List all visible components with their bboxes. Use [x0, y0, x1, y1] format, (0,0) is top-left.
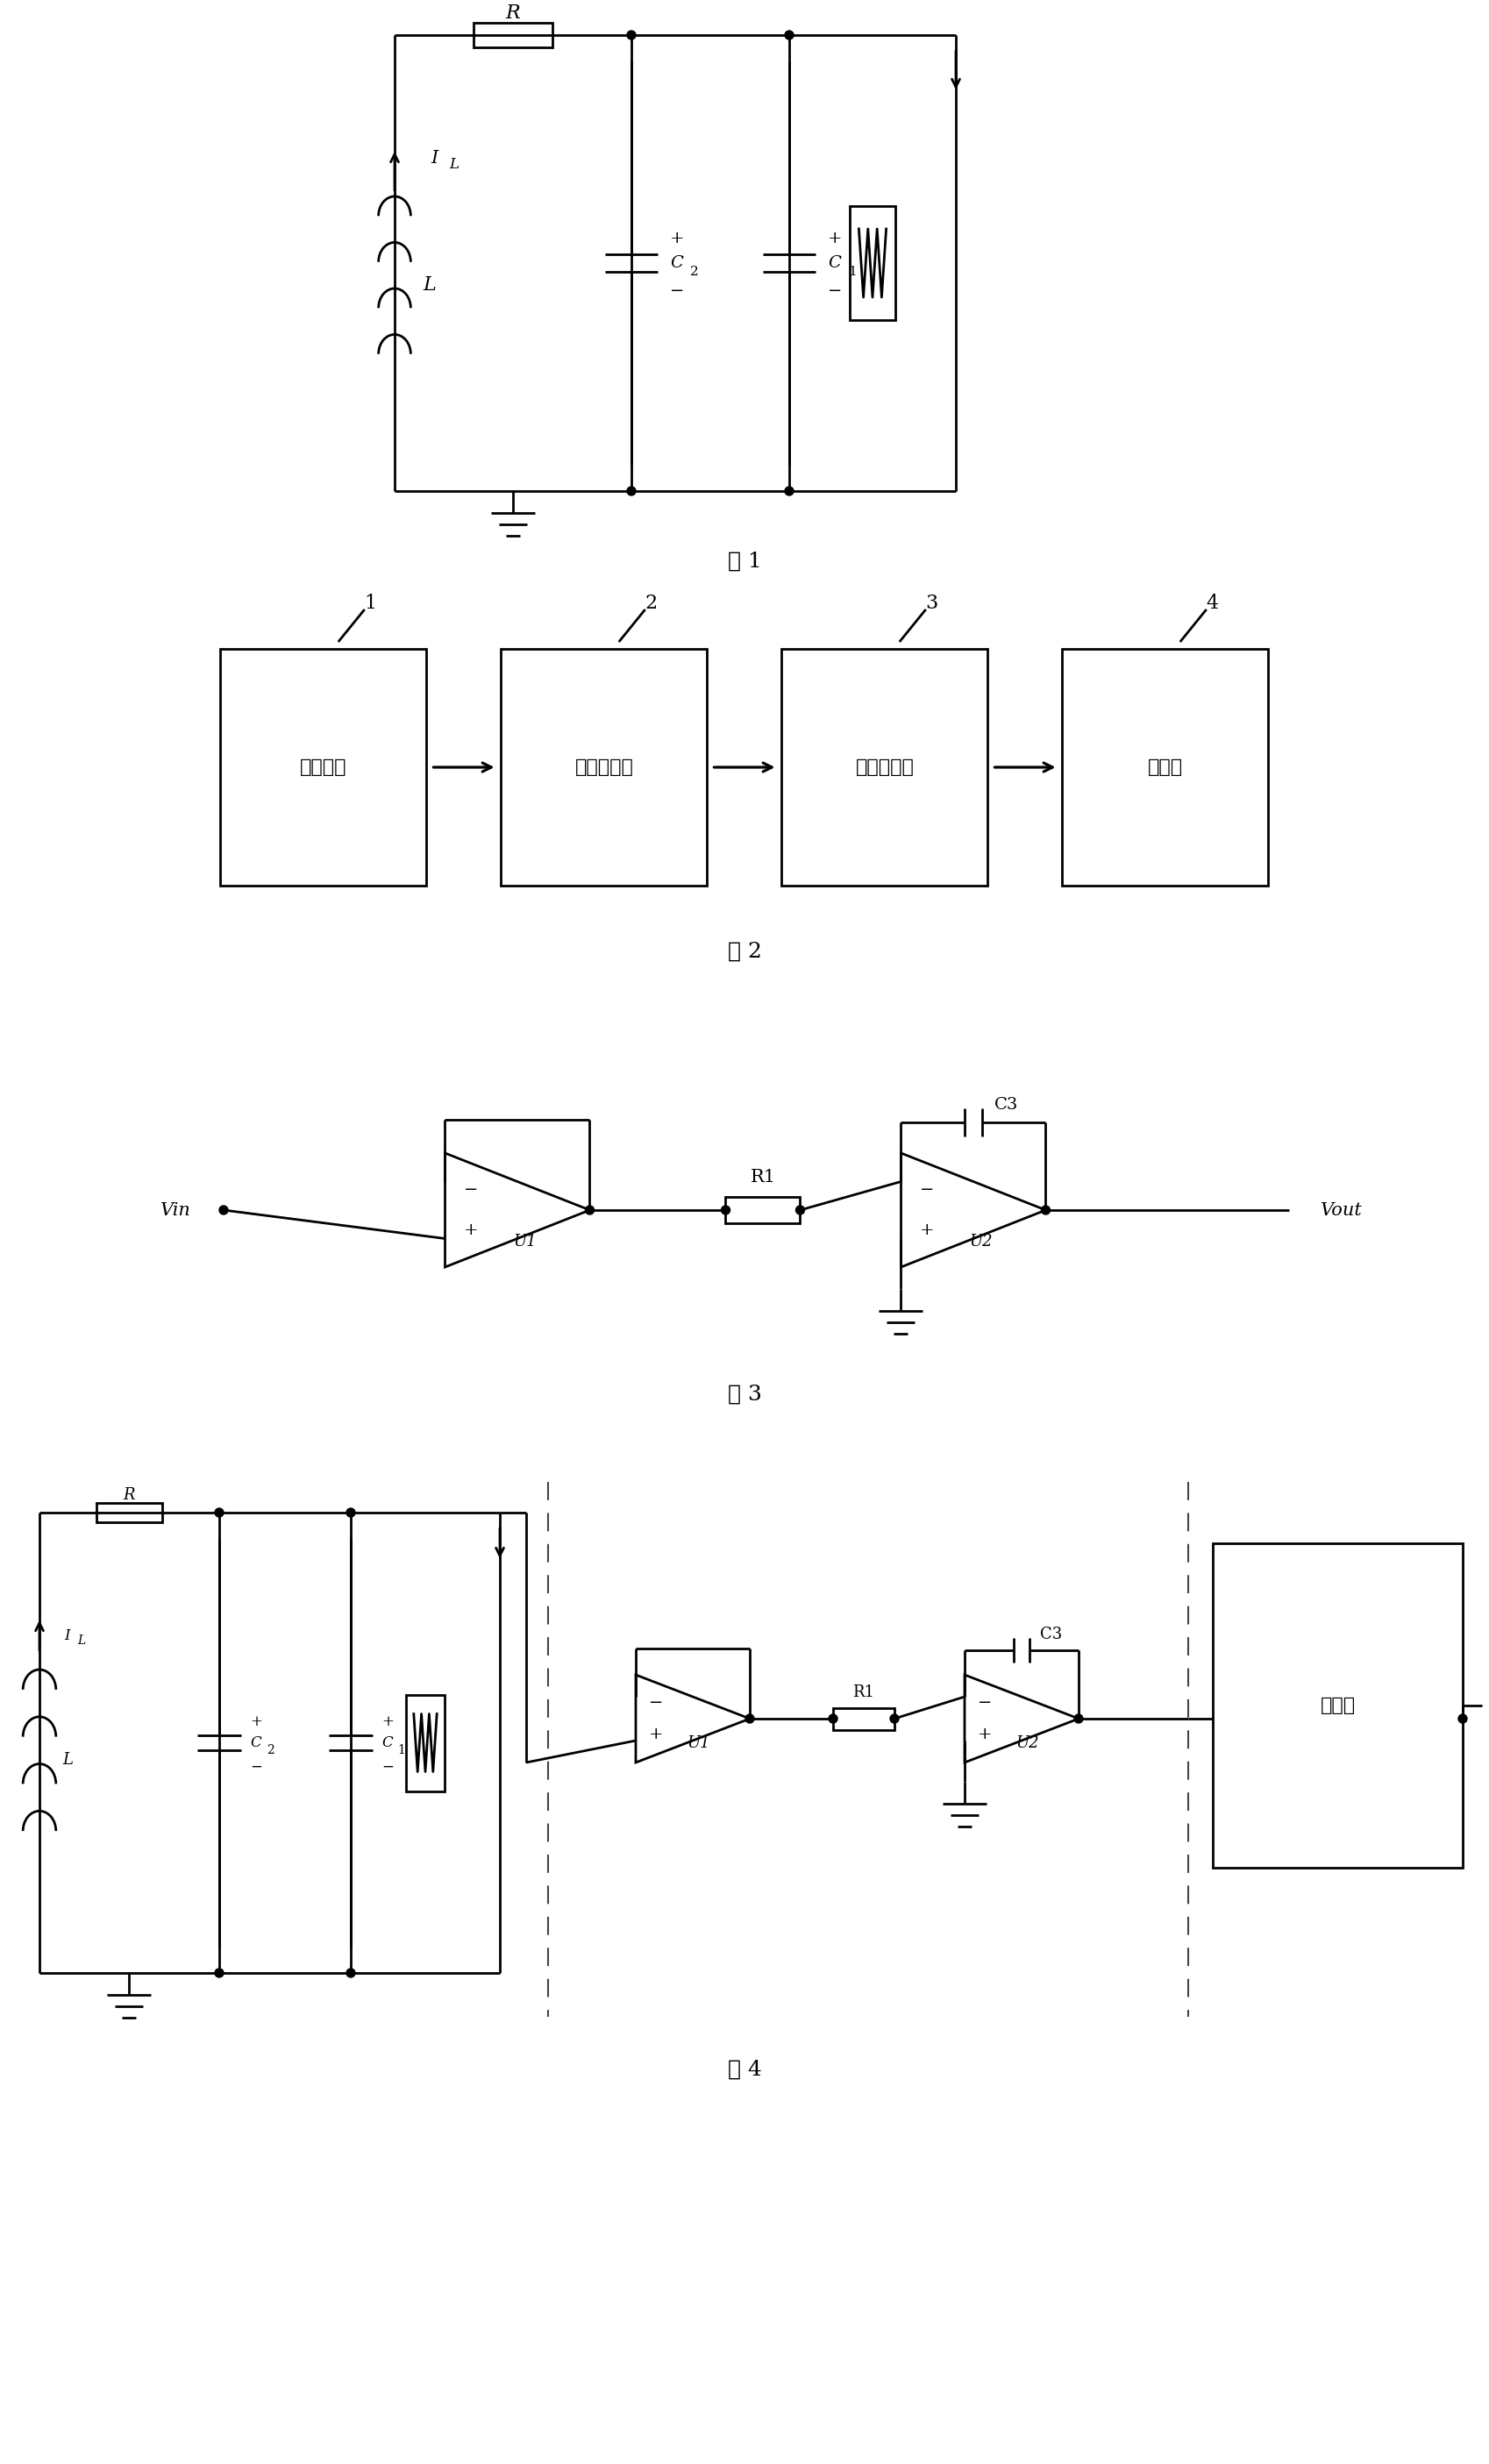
Text: 示波器: 示波器 — [1148, 756, 1184, 776]
Text: +: + — [978, 1727, 992, 1742]
Text: −: − — [465, 1183, 478, 1198]
Text: +: + — [828, 232, 843, 246]
Text: +: + — [670, 232, 685, 246]
Bar — [850, 207, 895, 320]
Text: L: L — [63, 1752, 73, 1769]
Text: C: C — [670, 256, 683, 271]
Bar — [725, 1198, 800, 1222]
Text: 图 2: 图 2 — [728, 941, 761, 961]
Circle shape — [585, 1205, 594, 1215]
Text: C3: C3 — [995, 1096, 1018, 1114]
Circle shape — [1074, 1715, 1083, 1722]
Text: Vin: Vin — [161, 1202, 191, 1217]
Text: +: + — [381, 1715, 393, 1730]
Circle shape — [785, 30, 794, 39]
Text: −: − — [381, 1759, 393, 1774]
Circle shape — [785, 488, 794, 495]
Text: R: R — [506, 2, 520, 22]
Text: U2: U2 — [969, 1234, 992, 1249]
Bar — [406, 1695, 445, 1791]
Text: +: + — [649, 1727, 664, 1742]
Text: −: − — [649, 1695, 664, 1710]
Circle shape — [890, 1715, 899, 1722]
Text: 1: 1 — [398, 1745, 405, 1757]
Text: 1: 1 — [365, 594, 377, 614]
Text: +: + — [465, 1222, 478, 1239]
Text: Vout: Vout — [1321, 1202, 1362, 1217]
Circle shape — [1041, 1205, 1050, 1215]
Circle shape — [219, 1205, 228, 1215]
Text: −: − — [828, 283, 841, 298]
Text: −: − — [978, 1695, 992, 1710]
Bar — [1212, 1542, 1462, 1868]
Circle shape — [627, 30, 636, 39]
Bar — [1062, 648, 1269, 885]
Text: 示波器: 示波器 — [1321, 1695, 1355, 1715]
Text: C3: C3 — [1041, 1626, 1063, 1643]
Text: 4: 4 — [1206, 594, 1218, 614]
Text: U1: U1 — [512, 1234, 536, 1249]
Text: R1: R1 — [750, 1168, 776, 1185]
Circle shape — [347, 1508, 356, 1518]
Circle shape — [746, 1715, 753, 1722]
Bar — [832, 1708, 895, 1730]
Text: 2: 2 — [645, 594, 658, 614]
Text: +: + — [250, 1715, 262, 1730]
Bar — [220, 648, 427, 885]
Text: C: C — [383, 1735, 393, 1749]
Circle shape — [214, 1969, 223, 1976]
Text: L: L — [423, 276, 436, 296]
Text: 2: 2 — [691, 266, 698, 278]
Text: 反向积分器: 反向积分器 — [856, 756, 914, 776]
Circle shape — [347, 1969, 356, 1976]
Text: R1: R1 — [853, 1685, 874, 1700]
Text: 图 3: 图 3 — [728, 1385, 761, 1404]
Text: −: − — [250, 1759, 262, 1774]
Text: L: L — [450, 158, 459, 172]
Text: 3: 3 — [926, 594, 938, 614]
Bar — [474, 22, 552, 47]
Bar — [502, 648, 707, 885]
Text: C: C — [828, 256, 841, 271]
Text: I: I — [64, 1629, 70, 1643]
Text: −: − — [920, 1183, 934, 1198]
Circle shape — [1458, 1715, 1467, 1722]
Circle shape — [795, 1205, 804, 1215]
Text: −: − — [670, 283, 683, 298]
Text: R: R — [124, 1488, 135, 1503]
Text: 2: 2 — [267, 1745, 274, 1757]
Text: 1: 1 — [849, 266, 856, 278]
Text: L: L — [77, 1634, 85, 1646]
Bar — [97, 1503, 162, 1523]
Text: +: + — [920, 1222, 934, 1239]
Text: U2: U2 — [1015, 1735, 1039, 1752]
Text: 电压跟随器: 电压跟随器 — [575, 756, 633, 776]
Circle shape — [721, 1205, 730, 1215]
Text: C: C — [250, 1735, 262, 1749]
Circle shape — [214, 1508, 223, 1518]
Bar — [782, 648, 987, 885]
Text: I: I — [430, 150, 438, 165]
Text: 图 4: 图 4 — [728, 2060, 761, 2080]
Text: 图 1: 图 1 — [728, 552, 761, 572]
Circle shape — [627, 488, 636, 495]
Circle shape — [829, 1715, 837, 1722]
Text: 蔡氏电路: 蔡氏电路 — [301, 756, 347, 776]
Text: U1: U1 — [686, 1735, 710, 1752]
